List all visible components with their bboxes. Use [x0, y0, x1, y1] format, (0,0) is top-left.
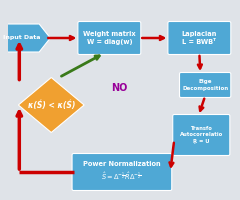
FancyBboxPatch shape — [78, 21, 141, 54]
FancyBboxPatch shape — [72, 154, 172, 190]
Text: Input Data: Input Data — [3, 36, 40, 40]
Polygon shape — [18, 77, 84, 132]
Text: Eige
Decomposition: Eige Decomposition — [182, 79, 228, 91]
FancyBboxPatch shape — [180, 72, 231, 98]
FancyBboxPatch shape — [173, 114, 230, 156]
FancyBboxPatch shape — [168, 21, 231, 54]
Polygon shape — [0, 24, 50, 52]
Text: Laplacian
L = BWBᵀ: Laplacian L = BWBᵀ — [182, 31, 217, 45]
Text: κ(Ś) < κ(Ś): κ(Ś) < κ(Ś) — [28, 100, 75, 110]
Text: Power Normalization
$\hat{S} = \Delta^{-\frac{1}{2}}\hat{R}\Delta^{-\frac{1}{2}}: Power Normalization $\hat{S} = \Delta^{-… — [83, 161, 161, 183]
Text: Transfo
Autocorrelatio
Ṛ = U: Transfo Autocorrelatio Ṛ = U — [180, 126, 223, 144]
Text: NO: NO — [111, 83, 127, 93]
Text: Weight matrix
W = diag(w): Weight matrix W = diag(w) — [83, 31, 136, 45]
